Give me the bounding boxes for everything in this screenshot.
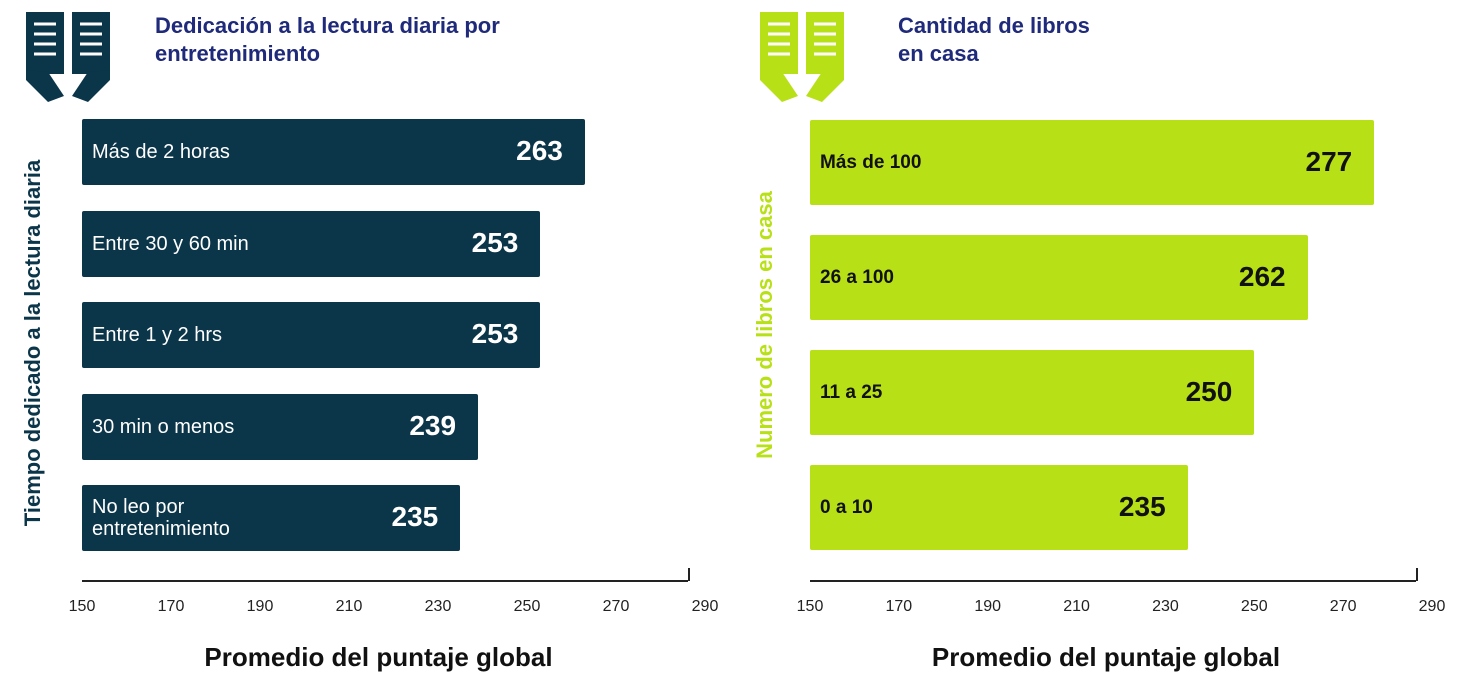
x-tick-label: 170	[157, 598, 185, 615]
bar	[82, 393, 479, 460]
bar	[82, 302, 541, 368]
x-axis-label: Promedio del puntaje global	[204, 642, 553, 672]
bar	[82, 485, 461, 551]
category-label: Más de 100	[820, 151, 922, 173]
chart-title: Dedicación a la lectura diaria por entre…	[155, 13, 500, 66]
category-label: Entre 30 y 60 min	[92, 232, 249, 255]
category-label: 11 a 25	[820, 381, 883, 403]
x-axis-line	[810, 580, 1416, 582]
bar	[810, 465, 1188, 550]
value-label: 250	[1185, 375, 1233, 407]
bar	[810, 350, 1255, 435]
x-tick-label: 230	[424, 598, 452, 615]
chart-title: Cantidad de libros en casa	[898, 13, 1090, 66]
x-axis-end	[1416, 568, 1418, 581]
category-label: Más de 2 horas	[92, 141, 230, 163]
x-axis-end	[688, 568, 690, 581]
x-axis-label: Promedio del puntaje global	[931, 642, 1281, 672]
x-tick-label: 150	[796, 598, 824, 615]
y-axis-label: Tiempo dedicado a la lectura diaria	[20, 159, 45, 527]
x-axis-line	[82, 580, 688, 582]
value-label: 262	[1238, 260, 1286, 292]
value-label: 277	[1305, 145, 1353, 177]
bar	[82, 119, 585, 185]
category-label: 0 a 10	[820, 496, 873, 518]
value-label: 235	[391, 501, 439, 532]
x-tick-label: 170	[885, 598, 913, 615]
x-tick-label: 190	[974, 598, 1002, 615]
x-tick-label: 150	[68, 598, 96, 615]
value-label: 253	[471, 226, 519, 258]
book-icon	[26, 12, 110, 102]
x-tick-label: 250	[513, 598, 541, 615]
x-tick-label: 270	[602, 598, 630, 615]
y-axis-label: Numero de libros en casa	[752, 191, 777, 459]
value-label: 263	[516, 135, 563, 166]
value-label: 235	[1118, 490, 1166, 522]
value-label: 253	[471, 318, 519, 349]
category-label: No leo por entretenimiento	[92, 496, 230, 540]
bar	[810, 235, 1308, 320]
x-tick-label: 190	[246, 598, 274, 615]
x-tick-label: 250	[1240, 598, 1268, 615]
bar	[810, 120, 1375, 205]
x-tick-label: 270	[1329, 598, 1357, 615]
book-icon	[760, 12, 844, 102]
category-label: Entre 1 y 2 hrs	[92, 324, 223, 346]
value-label: 239	[409, 409, 457, 441]
x-tick-label: 290	[691, 598, 719, 615]
category-label: 26 a 100	[820, 266, 894, 288]
x-tick-label: 290	[1418, 598, 1446, 615]
x-tick-label: 210	[1063, 598, 1090, 615]
x-tick-label: 230	[1152, 598, 1179, 615]
x-tick-label: 210	[335, 598, 363, 615]
category-label: 30 min o menos	[92, 415, 235, 438]
bar	[82, 210, 541, 277]
